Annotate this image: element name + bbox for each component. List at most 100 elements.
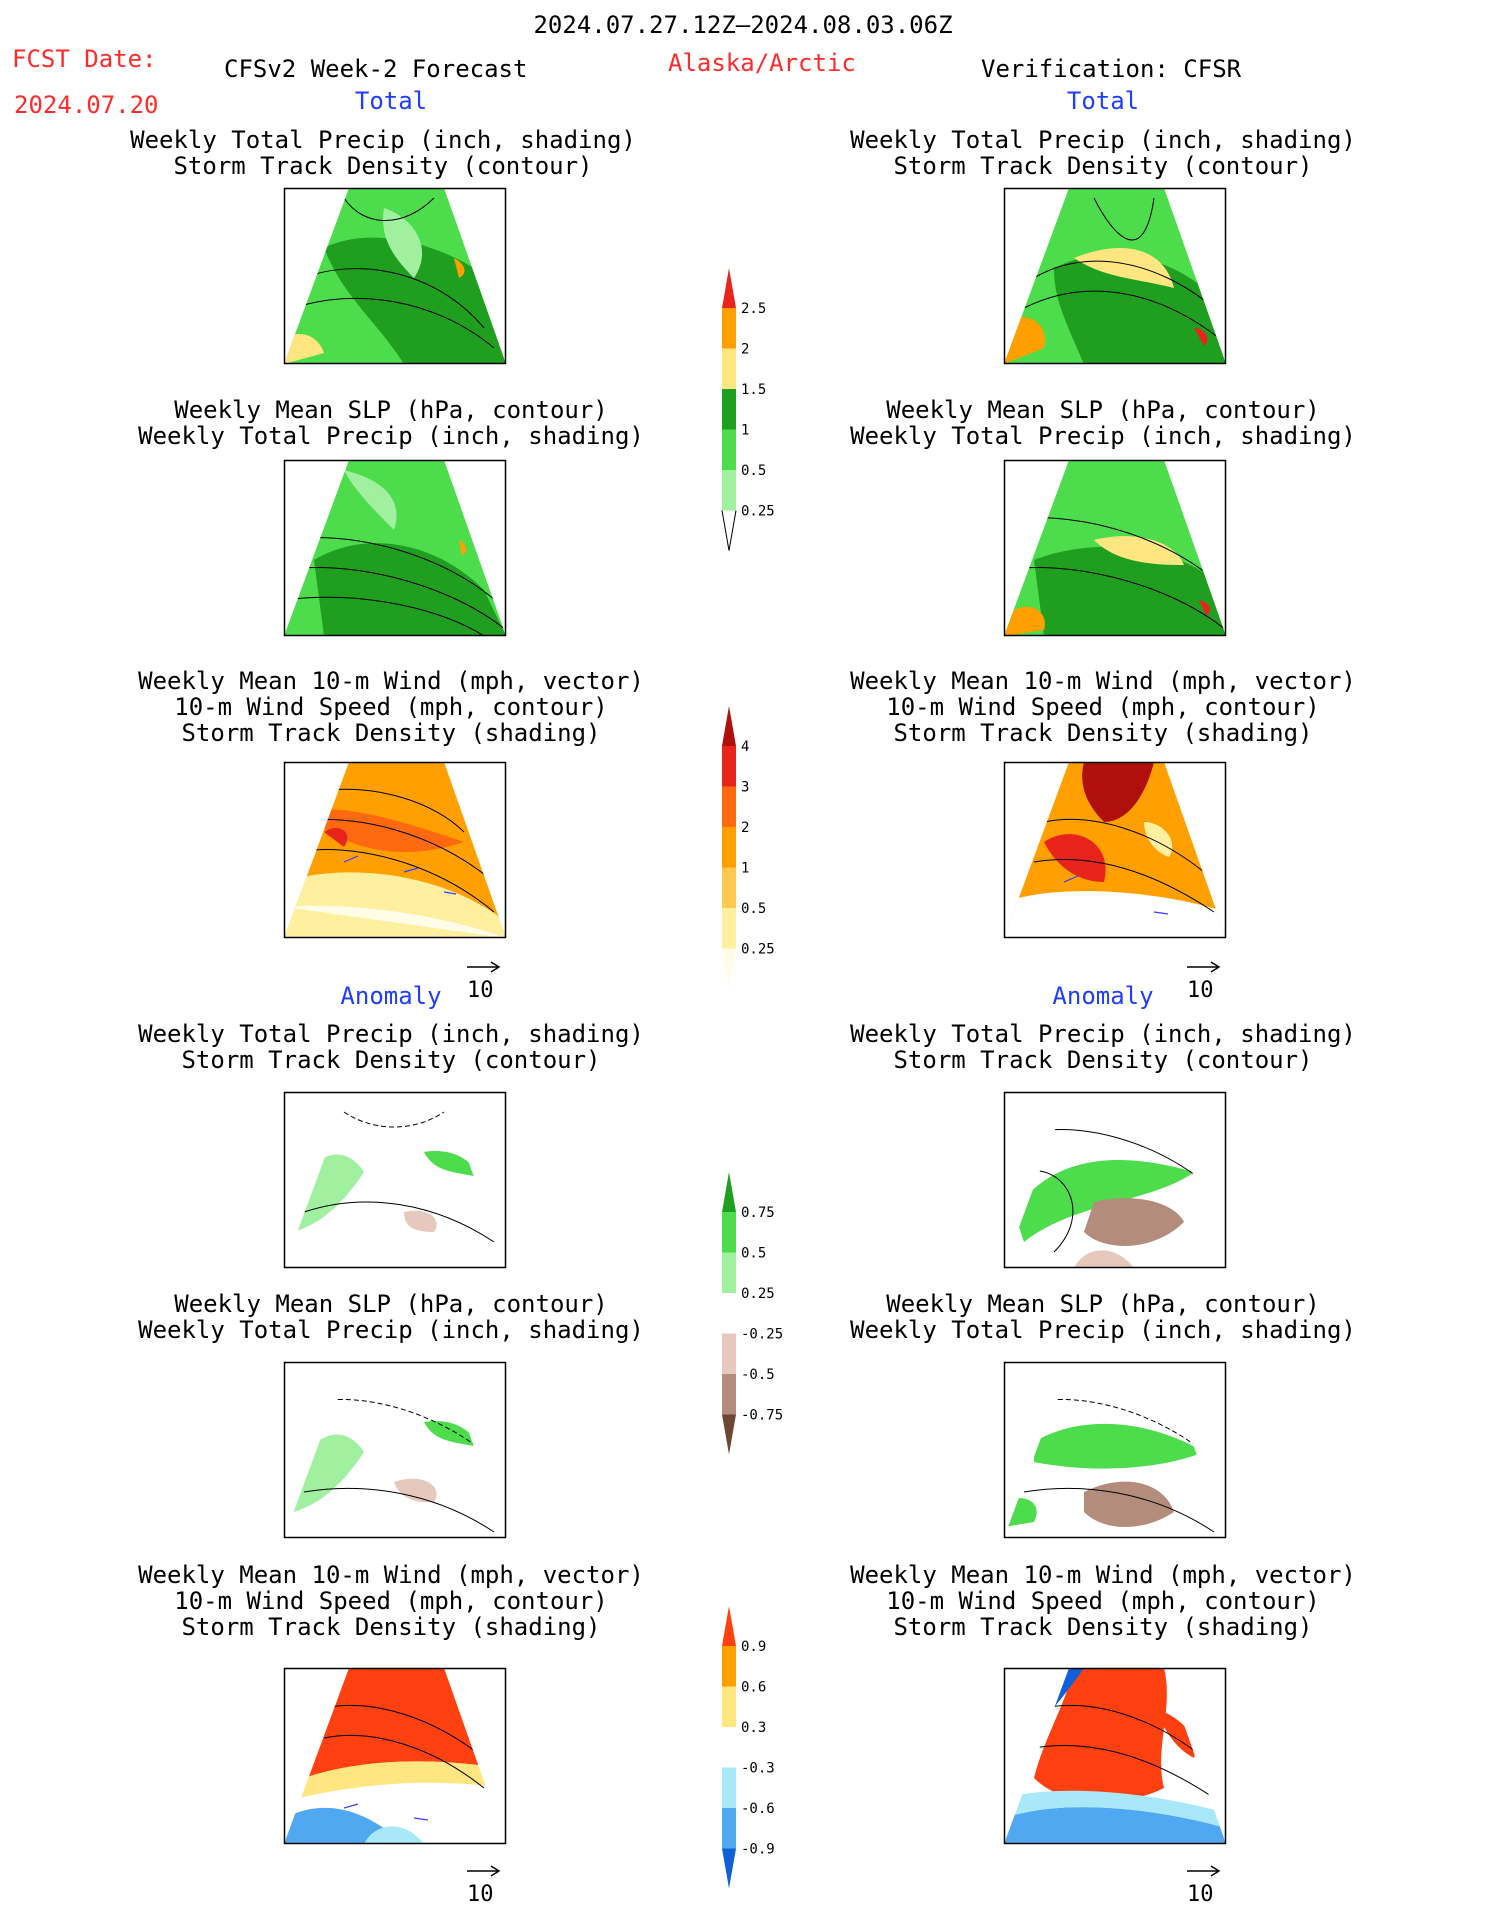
wind-reference-value: 10 [1187, 1882, 1214, 1907]
title-line: 10-m Wind Speed (mph, contour) [174, 693, 608, 721]
colorbar-segment [722, 1646, 736, 1687]
colorbar-segment [722, 308, 736, 349]
title-line: Weekly Total Precip (inch, shading) [138, 422, 644, 450]
colorbar-label: 0.9 [741, 1639, 766, 1655]
colorbar-segment [722, 746, 736, 787]
fcst-date-value: 2024.07.20 [14, 91, 159, 119]
title-line: Weekly Mean SLP (hPa, contour) [174, 1290, 608, 1318]
map-anomaly-slp-precip-forecast [283, 1361, 507, 1539]
colorbar-storm-anomaly: 0.9 0.6 0.3 -0.3 -0.6 -0.9 [722, 1606, 775, 1889]
section-total-right: Total [1066, 87, 1140, 115]
colorbar-segment [722, 908, 736, 949]
colorbar-label: -0.3 [741, 1761, 775, 1777]
title-line: Storm Track Density (shading) [893, 719, 1313, 747]
colorbar-segment [722, 348, 736, 389]
title-line: Weekly Mean 10-m Wind (mph, vector) [850, 667, 1356, 695]
colorbar-label: -0.6 [741, 1801, 775, 1817]
colorbar-label: -0.75 [741, 1408, 783, 1424]
title-line: Weekly Mean SLP (hPa, contour) [886, 396, 1320, 424]
colorbar-segment [722, 1414, 736, 1455]
colorbar-label: 3 [741, 780, 749, 796]
title-r2: Weekly Mean SLP (hPa, contour) Weekly To… [850, 397, 1356, 449]
colorbar-segment [722, 1252, 736, 1293]
title-line: Storm Track Density (shading) [181, 719, 601, 747]
colorbar-precip-total: 2.5 2 1.5 1 0.5 0.25 [721, 268, 775, 551]
colorbar-segment [722, 827, 736, 868]
colorbar-segment [722, 1333, 736, 1374]
map-total-slp-precip-forecast [283, 459, 507, 637]
title-r6: Weekly Mean 10-m Wind (mph, vector) 10-m… [850, 1562, 1356, 1640]
colorbar-label: 0.25 [741, 504, 775, 520]
reference-arrow-icon [467, 1865, 501, 1877]
map-anomaly-precip-storm-forecast [283, 1091, 507, 1269]
colorbar-tail [721, 510, 737, 551]
map-total-wind-storm-verification [1003, 761, 1227, 939]
colorbar-label: 2 [741, 342, 749, 358]
region-title: Alaska/Arctic [668, 49, 856, 77]
colorbar-label: -0.25 [741, 1327, 783, 1343]
title-line: Weekly Total Precip (inch, shading) [850, 422, 1356, 450]
title-line: Storm Track Density (contour) [173, 152, 593, 180]
title-r5: Weekly Mean SLP (hPa, contour) Weekly To… [850, 1291, 1356, 1343]
colorbar-segment [722, 389, 736, 430]
title-line: Weekly Mean 10-m Wind (mph, vector) [850, 1561, 1356, 1589]
title-line: Weekly Mean SLP (hPa, contour) [174, 396, 608, 424]
colorbar-segment [722, 1606, 736, 1646]
forecast-title: CFSv2 Week-2 Forecast [224, 55, 528, 83]
colorbar-label: 1.5 [741, 382, 766, 398]
title-line: Storm Track Density (contour) [893, 1046, 1313, 1074]
colorbar-label: -0.9 [741, 1842, 775, 1858]
colorbar-label: 2 [741, 820, 749, 836]
reference-arrow-icon [1187, 1865, 1221, 1877]
wind-reference-value: 10 [467, 978, 494, 1003]
colorbar-segment [722, 867, 736, 908]
colorbar-label: 1 [741, 423, 749, 439]
colorbar-segment [722, 1293, 736, 1334]
title-line: Weekly Mean 10-m Wind (mph, vector) [138, 667, 644, 695]
title-r3: Weekly Mean 10-m Wind (mph, vector) 10-m… [850, 668, 1356, 746]
title-r1: Weekly Total Precip (inch, shading) Stor… [850, 127, 1356, 179]
reference-arrow-icon [467, 961, 501, 973]
map-anomaly-precip-storm-verification [1003, 1091, 1227, 1269]
section-anomaly-left: Anomaly [340, 982, 442, 1010]
map-anomaly-wind-storm-forecast [283, 1667, 507, 1845]
colorbar-label: 4 [741, 739, 749, 755]
colorbar-segment [722, 1848, 736, 1889]
colorbar-segment [722, 268, 736, 308]
title-l4: Weekly Total Precip (inch, shading) Stor… [138, 1021, 644, 1073]
map-total-precip-storm-forecast [283, 187, 507, 365]
colorbar-segment [722, 1374, 736, 1415]
colorbar-label: 0.5 [741, 901, 766, 917]
title-line: Weekly Mean 10-m Wind (mph, vector) [138, 1561, 644, 1589]
colorbar-storm-total: 4 3 2 1 0.5 0.25 [722, 706, 775, 989]
title-line: Storm Track Density (contour) [893, 152, 1313, 180]
section-anomaly-right: Anomaly [1052, 982, 1154, 1010]
colorbar-label: 2.5 [741, 301, 766, 317]
title-l2: Weekly Mean SLP (hPa, contour) Weekly To… [138, 397, 644, 449]
title-line: Weekly Mean SLP (hPa, contour) [886, 1290, 1320, 1318]
colorbar-segment [722, 1172, 736, 1212]
colorbar-label: 1 [741, 861, 749, 877]
colorbar-label: 0.25 [741, 942, 775, 958]
colorbar-segment [722, 1686, 736, 1727]
title-line: Weekly Total Precip (inch, shading) [850, 1316, 1356, 1344]
title-line: 10-m Wind Speed (mph, contour) [174, 1587, 608, 1615]
map-total-wind-storm-forecast [283, 761, 507, 939]
colorbar-precip-anomaly: 0.75 0.5 0.25 -0.25 -0.5 -0.75 [722, 1172, 783, 1455]
reference-arrow-icon [1187, 961, 1221, 973]
title-line: 10-m Wind Speed (mph, contour) [886, 1587, 1320, 1615]
date-range-title: 2024.07.27.12Z–2024.08.03.06Z [533, 11, 953, 39]
title-line: Weekly Total Precip (inch, shading) [138, 1316, 644, 1344]
title-l3: Weekly Mean 10-m Wind (mph, vector) 10-m… [138, 668, 644, 746]
colorbar-segment [722, 470, 736, 511]
fcst-date-label: FCST Date: [12, 45, 157, 73]
colorbar-label: 0.75 [741, 1205, 775, 1221]
wind-reference-value: 10 [467, 1882, 494, 1907]
colorbar-segment [722, 1727, 736, 1768]
colorbar-label: 0.25 [741, 1286, 775, 1302]
title-l5: Weekly Mean SLP (hPa, contour) Weekly To… [138, 1291, 644, 1343]
map-anomaly-wind-storm-verification [1003, 1667, 1227, 1845]
map-anomaly-slp-precip-verification [1003, 1361, 1227, 1539]
title-l6: Weekly Mean 10-m Wind (mph, vector) 10-m… [138, 1562, 644, 1640]
title-line: 10-m Wind Speed (mph, contour) [886, 693, 1320, 721]
